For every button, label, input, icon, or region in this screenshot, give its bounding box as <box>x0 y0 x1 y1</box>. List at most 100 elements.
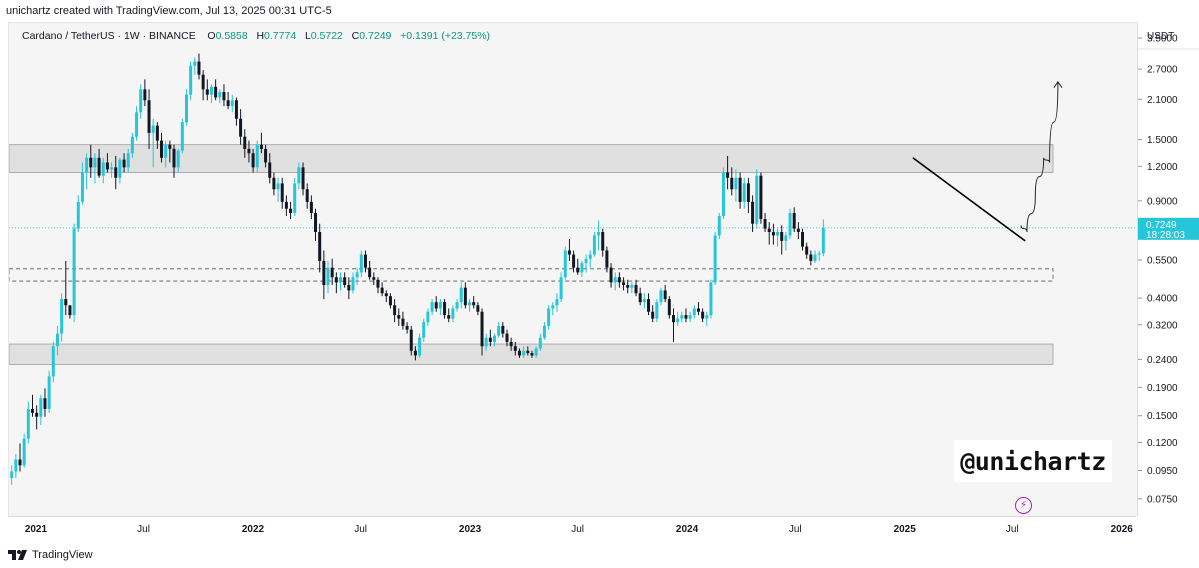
candle <box>692 305 696 319</box>
candle-body <box>118 159 122 178</box>
candle <box>284 195 288 216</box>
candle-body <box>434 302 438 309</box>
low-label: L <box>304 30 311 42</box>
time-axis[interactable]: 2021 Jul 2022 Jul 2023 Jul 2024 Jul 2025 Jul 2026 <box>8 516 1136 539</box>
candle <box>293 177 297 216</box>
tradingview-logo[interactable]: TradingView <box>8 548 93 562</box>
candle <box>305 183 309 209</box>
candle-body <box>143 89 147 101</box>
candle-body <box>630 284 634 288</box>
time-axis-scale[interactable]: 2021 Jul 2022 Jul 2023 Jul 2024 Jul 2025 Jul 2026 <box>8 517 1136 539</box>
candle-body <box>43 398 47 409</box>
candle-body <box>592 235 596 255</box>
candle <box>243 129 247 158</box>
candle-body <box>509 341 513 347</box>
plot-area[interactable]: Cardano / TetherUS · 1W · BINANCE O0.585… <box>8 22 1137 517</box>
currency-label: USDT <box>1147 31 1174 42</box>
candle-body <box>659 290 663 303</box>
candle <box>476 302 480 316</box>
candle-body <box>14 459 18 472</box>
candle-body <box>80 172 84 202</box>
high-value: 0.7774 <box>264 30 297 42</box>
candle <box>76 195 80 233</box>
candle <box>592 232 596 257</box>
candle-body <box>730 177 734 190</box>
candle <box>101 157 105 184</box>
candle-body <box>30 408 34 413</box>
candle-body <box>239 118 243 137</box>
candle-body <box>409 329 413 351</box>
price-tick-label: 3.5000 <box>1147 34 1178 45</box>
candle-body <box>784 235 788 241</box>
candle-body <box>176 150 180 168</box>
candle-body <box>326 267 330 285</box>
candle-body <box>201 74 205 90</box>
candle <box>413 346 417 361</box>
candle <box>597 220 601 251</box>
candle <box>751 195 755 233</box>
candle-body <box>638 293 642 303</box>
candle <box>505 329 509 347</box>
candle <box>671 308 675 342</box>
candlestick-chart[interactable] <box>9 23 1137 517</box>
price-tick-label: 1.2000 <box>1147 162 1178 173</box>
candle-body <box>451 308 455 319</box>
candle <box>576 258 580 275</box>
candle-body <box>384 293 388 297</box>
candle <box>168 140 172 163</box>
candle-body <box>230 100 234 107</box>
candle <box>247 140 251 163</box>
candle <box>35 405 39 430</box>
candle-body <box>155 125 159 141</box>
candle-body <box>39 398 43 417</box>
candle-body <box>413 350 417 356</box>
candle-body <box>314 213 318 233</box>
candle <box>659 287 663 306</box>
price-axis[interactable]: USDT 3.5000 2.7000 2.1000 1.5000 1.2000 0.9000… <box>1137 22 1199 516</box>
candle <box>451 305 455 323</box>
candle-body <box>813 254 817 261</box>
candle <box>230 94 234 113</box>
candle <box>351 272 355 294</box>
candle <box>268 153 272 184</box>
candle <box>709 279 713 319</box>
candle-body <box>289 208 293 214</box>
candle <box>330 258 334 285</box>
candle <box>422 318 426 342</box>
candle <box>201 70 205 101</box>
candle <box>809 250 813 266</box>
candle-body <box>205 89 209 95</box>
candle <box>547 305 551 330</box>
candle <box>738 172 742 209</box>
candle-body <box>597 232 601 236</box>
candle-body <box>742 183 746 202</box>
candle-body <box>472 302 476 306</box>
candle-body <box>588 254 592 259</box>
candle <box>380 282 384 297</box>
candle-body <box>634 284 638 294</box>
chart-frame[interactable]: Cardano / TetherUS · 1W · BINANCE O0.585… <box>0 22 1199 539</box>
lightning-icon[interactable]: ⚡ <box>1015 497 1032 514</box>
author-watermark: @unichartz <box>954 440 1112 482</box>
candle <box>776 228 780 247</box>
candle-body <box>218 91 222 98</box>
change-value: +0.1391 (+23.75%) <box>400 30 491 42</box>
candle <box>817 250 821 261</box>
candle <box>493 333 497 347</box>
candle <box>788 208 792 240</box>
candle-body <box>334 277 338 283</box>
candle <box>805 242 809 259</box>
candle <box>480 308 484 356</box>
projection-path <box>1020 81 1059 233</box>
candle <box>705 311 709 326</box>
candle <box>447 308 451 323</box>
candle <box>426 308 430 326</box>
candle-body <box>626 284 630 288</box>
candle-body <box>272 177 276 190</box>
time-tick-label: 2024 <box>676 524 699 535</box>
candle <box>459 282 463 309</box>
dashed-zone <box>9 268 1054 282</box>
candle-body <box>551 305 555 309</box>
candle <box>214 79 218 101</box>
